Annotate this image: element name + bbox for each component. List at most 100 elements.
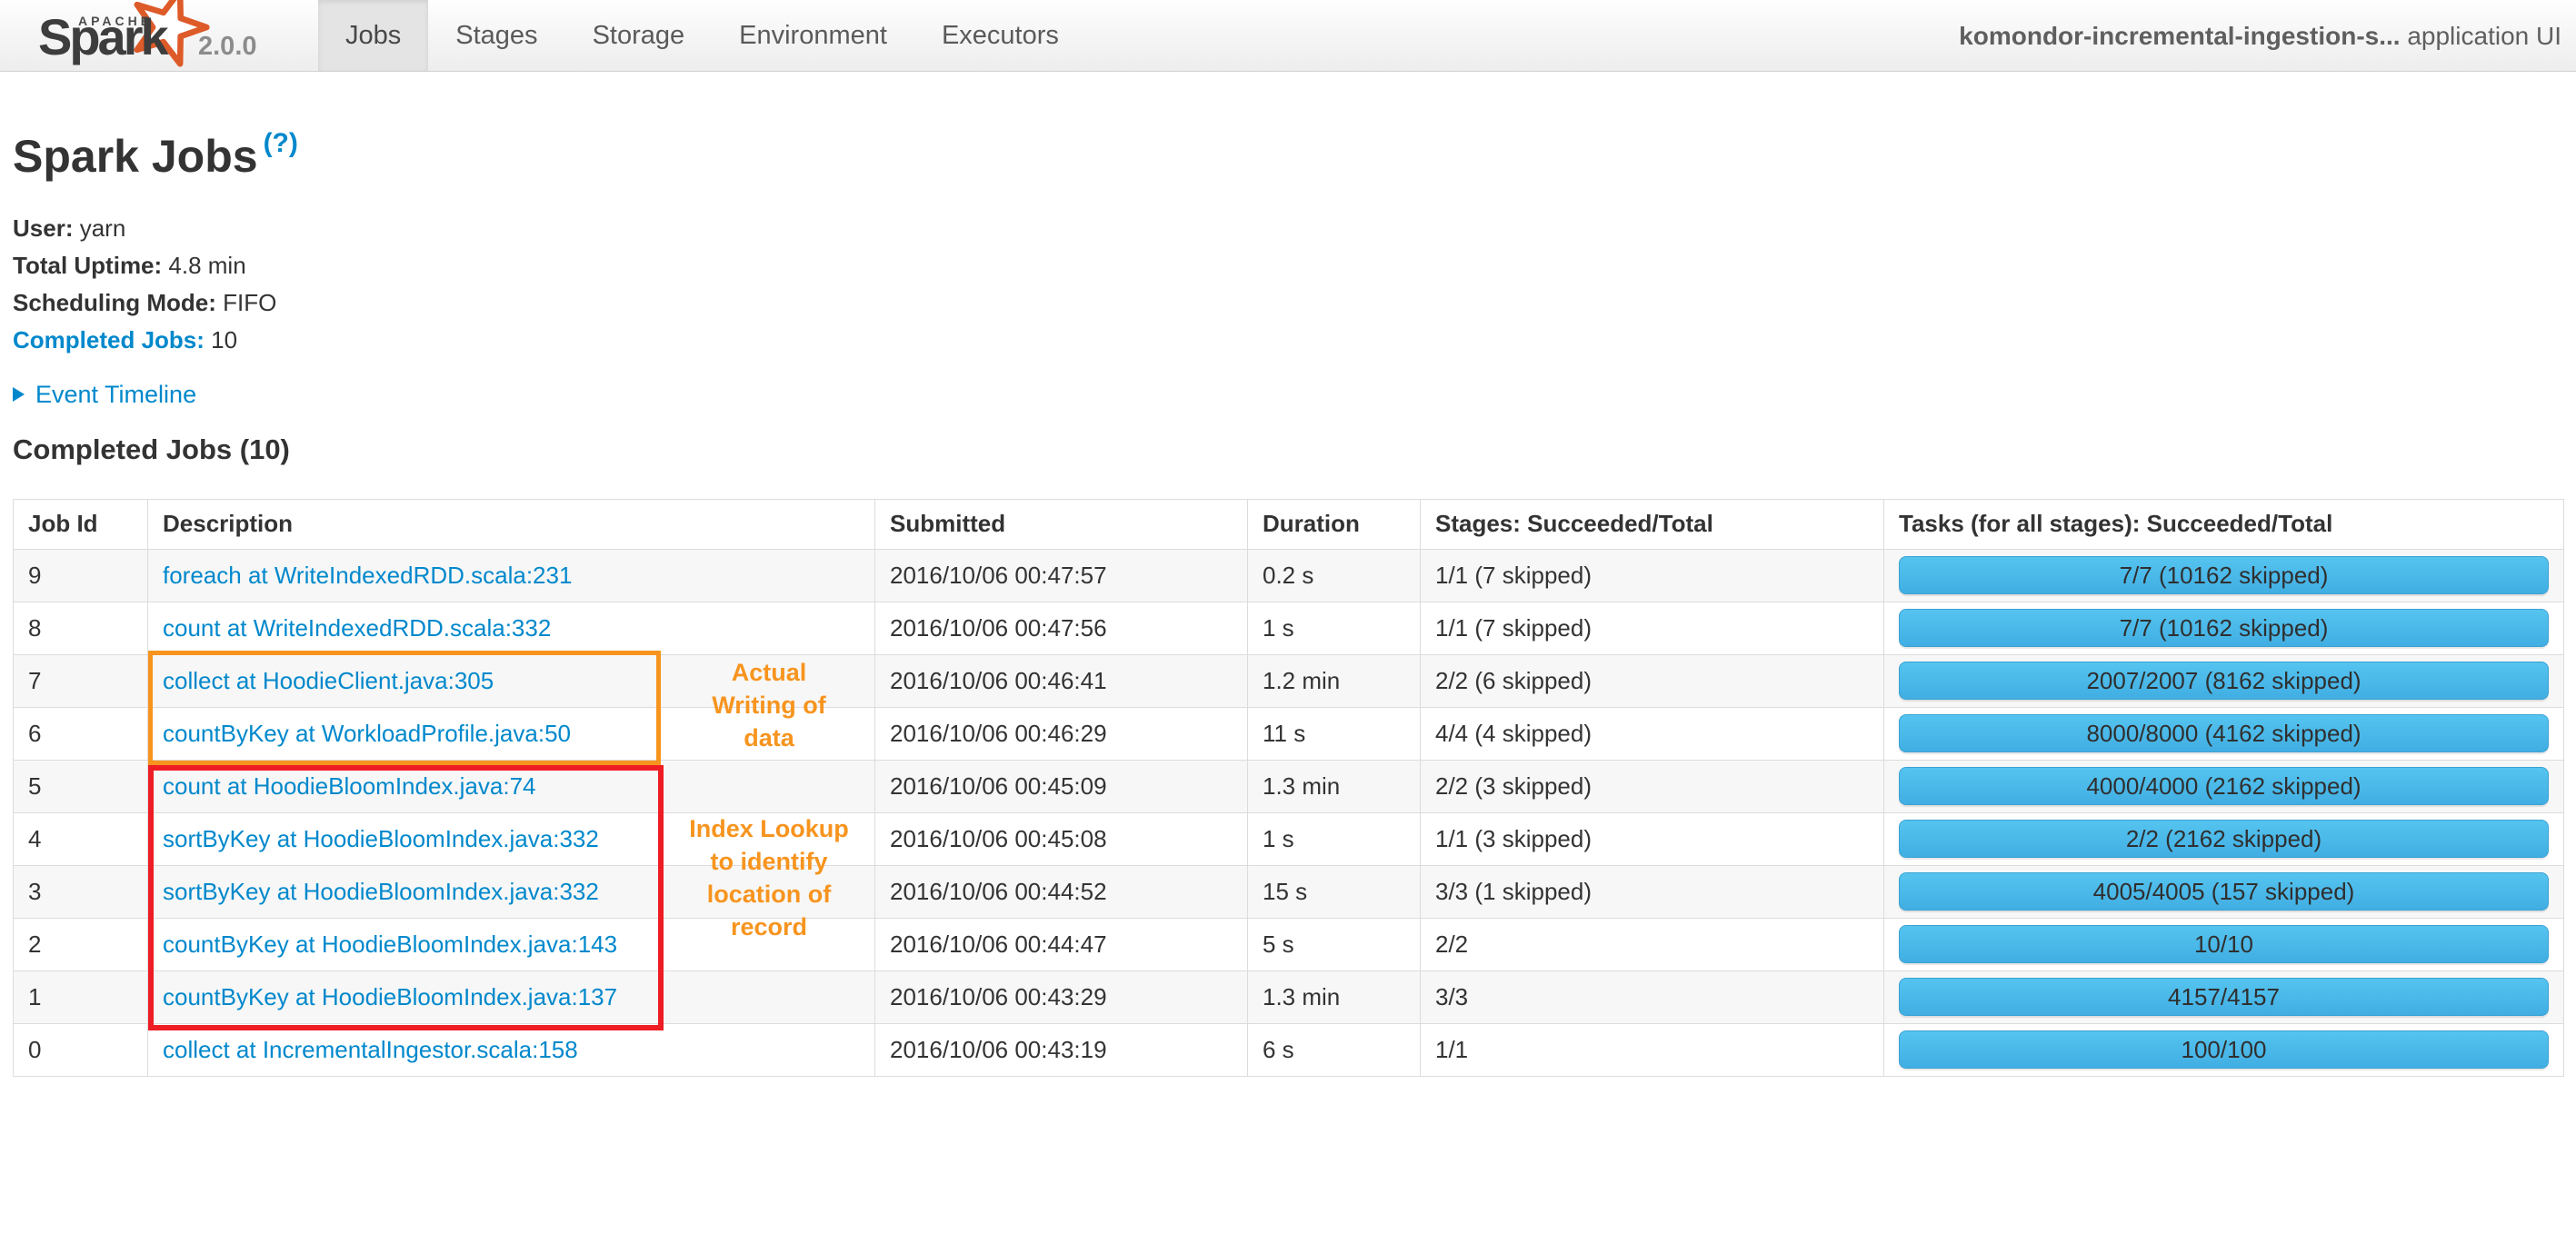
tasks-cell: 2/2 (2162 skipped) [1883,811,2564,866]
stat-value: 4.8 min [162,252,246,279]
table-row-job-5: 5 count at HoodieBloomIndex.java:74 2016/1… [13,759,2564,813]
logo-apache-text: APACHE [78,14,154,28]
stages-cell: 1/1 (7 skipped) [1420,601,1884,655]
description-link[interactable]: collect at HoodieClient.java:305 [163,666,494,694]
task-progress-bar: 2007/2007 (8162 skipped) [1899,662,2549,701]
duration-cell: 15 s [1247,864,1421,919]
job-summary-stats: User: yarn Total Uptime: 4.8 min Schedulin… [13,210,2563,359]
description-link[interactable]: countByKey at HoodieBloomIndex.java:137 [163,982,618,1010]
submitted-cell: 2016/10/06 00:43:29 [874,970,1248,1024]
description-link[interactable]: sortByKey at HoodieBloomIndex.java:332 [163,877,599,905]
description-cell: collect at HoodieClient.java:305 [147,653,875,708]
completed-jobs-link[interactable]: Completed Jobs: [13,326,205,353]
table-row-job-2: 2 countByKey at HoodieBloomIndex.java:143… [13,917,2564,971]
description-link[interactable]: countByKey at WorkloadProfile.java:50 [163,719,571,747]
stages-cell: 2/2 (6 skipped) [1420,653,1884,708]
tab-stages[interactable]: Stages [455,21,538,50]
submitted-cell: 2016/10/06 00:46:29 [874,706,1248,761]
help-link[interactable]: (?) [263,128,298,158]
duration-cell: 11 s [1247,706,1421,761]
page-title-text: Spark Jobs [13,131,258,182]
description-cell: sortByKey at HoodieBloomIndex.java:332 [147,864,875,919]
job-id-cell: 8 [13,601,148,655]
stat-line: Completed Jobs: 10 [13,322,2563,359]
job-id-cell: 2 [13,917,148,971]
description-cell: collect at IncrementalIngestor.scala:158 [147,1022,875,1077]
tasks-cell: 4005/4005 (157 skipped) [1883,864,2564,919]
table-row-job-3: 3 sortByKey at HoodieBloomIndex.java:332 2… [13,864,2564,919]
spark-version-label: 2.0.0 [198,32,257,61]
spark-logo: APACHE Spark 2.0.0 [0,0,318,71]
page-title: Spark Jobs (?) [13,128,2563,182]
column-header-description[interactable]: Description [147,498,875,550]
stat-label: Total Uptime: [13,252,163,279]
event-timeline-label: Event Timeline [35,380,197,408]
chevron-right-icon [13,387,25,402]
stat-value: FIFO [215,289,277,316]
column-header-tasks-for-all-stages-succeeded-total[interactable]: Tasks (for all stages): Succeeded/Total [1883,498,2564,550]
column-header-stages-succeeded-total[interactable]: Stages: Succeeded/Total [1420,498,1884,550]
column-header-duration[interactable]: Duration [1247,498,1421,550]
duration-cell: 0.2 s [1247,548,1421,602]
tasks-cell: 100/100 [1883,1022,2564,1077]
description-cell: foreach at WriteIndexedRDD.scala:231 [147,548,875,602]
task-progress-bar: 8000/8000 (4162 skipped) [1899,714,2549,753]
description-link[interactable]: foreach at WriteIndexedRDD.scala:231 [163,561,573,589]
job-id-cell: 0 [13,1022,148,1077]
table-row-job-1: 1 countByKey at HoodieBloomIndex.java:137… [13,970,2564,1024]
task-progress-bar: 10/10 [1899,925,2549,964]
job-id-cell: 1 [13,970,148,1024]
submitted-cell: 2016/10/06 00:44:52 [874,864,1248,919]
submitted-cell: 2016/10/06 00:44:47 [874,917,1248,971]
job-id-cell: 6 [13,706,148,761]
stat-line: User: yarn [13,210,2563,247]
task-progress-bar: 4157/4157 [1899,978,2549,1017]
job-id-cell: 7 [13,653,148,708]
table-header-row: Job Id Description Submitted Duration Stages… [13,498,2564,550]
tab-environment[interactable]: Environment [739,21,887,50]
tasks-cell: 7/7 (10162 skipped) [1883,548,2564,602]
column-header-submitted[interactable]: Submitted [874,498,1248,550]
description-link[interactable]: collect at IncrementalIngestor.scala:158 [163,1035,578,1063]
tasks-cell: 8000/8000 (4162 skipped) [1883,706,2564,761]
submitted-cell: 2016/10/06 00:45:08 [874,811,1248,866]
tasks-cell: 4157/4157 [1883,970,2564,1024]
stages-cell: 4/4 (4 skipped) [1420,706,1884,761]
task-progress-bar: 4000/4000 (2162 skipped) [1899,767,2549,806]
submitted-cell: 2016/10/06 00:47:57 [874,548,1248,602]
stages-cell: 1/1 (7 skipped) [1420,548,1884,602]
duration-cell: 1.3 min [1247,970,1421,1024]
description-link[interactable]: count at WriteIndexedRDD.scala:332 [163,613,552,642]
event-timeline-toggle[interactable]: Event Timeline [13,381,2563,408]
stages-cell: 1/1 [1420,1022,1884,1077]
submitted-cell: 2016/10/06 00:47:56 [874,601,1248,655]
column-header-job-id[interactable]: Job Id [13,498,148,550]
job-id-cell: 9 [13,548,148,602]
description-link[interactable]: countByKey at HoodieBloomIndex.java:143 [163,930,618,958]
tab-jobs[interactable]: Jobs [318,0,429,71]
description-link[interactable]: count at HoodieBloomIndex.java:74 [163,771,536,800]
submitted-cell: 2016/10/06 00:43:19 [874,1022,1248,1077]
tab-executors[interactable]: Executors [941,21,1059,50]
description-cell: count at HoodieBloomIndex.java:74 [147,759,875,813]
duration-cell: 1 s [1247,601,1421,655]
duration-cell: 1 s [1247,811,1421,866]
duration-cell: 1.3 min [1247,759,1421,813]
tab-storage[interactable]: Storage [592,21,685,50]
app-name-text: komondor-incremental-ingestion-s... [1959,22,2401,50]
stat-label: Scheduling Mode: [13,289,216,316]
completed-jobs-table-wrap: Job Id Description Submitted Duration Stages… [13,498,2564,1077]
description-cell: count at WriteIndexedRDD.scala:332 [147,601,875,655]
logo-spark-text: Spark [38,8,169,65]
task-progress-bar: 4005/4005 (157 skipped) [1899,872,2549,911]
description-cell: sortByKey at HoodieBloomIndex.java:332 [147,811,875,866]
duration-cell: 6 s [1247,1022,1421,1077]
duration-cell: 1.2 min [1247,653,1421,708]
description-link[interactable]: sortByKey at HoodieBloomIndex.java:332 [163,824,599,852]
stages-cell: 1/1 (3 skipped) [1420,811,1884,866]
app-ui-suffix: application UI [2400,22,2561,50]
description-cell: countByKey at HoodieBloomIndex.java:137 [147,970,875,1024]
table-row-job-8: 8 count at WriteIndexedRDD.scala:332 2016/… [13,601,2564,655]
stat-label: User: [13,214,74,242]
submitted-cell: 2016/10/06 00:45:09 [874,759,1248,813]
